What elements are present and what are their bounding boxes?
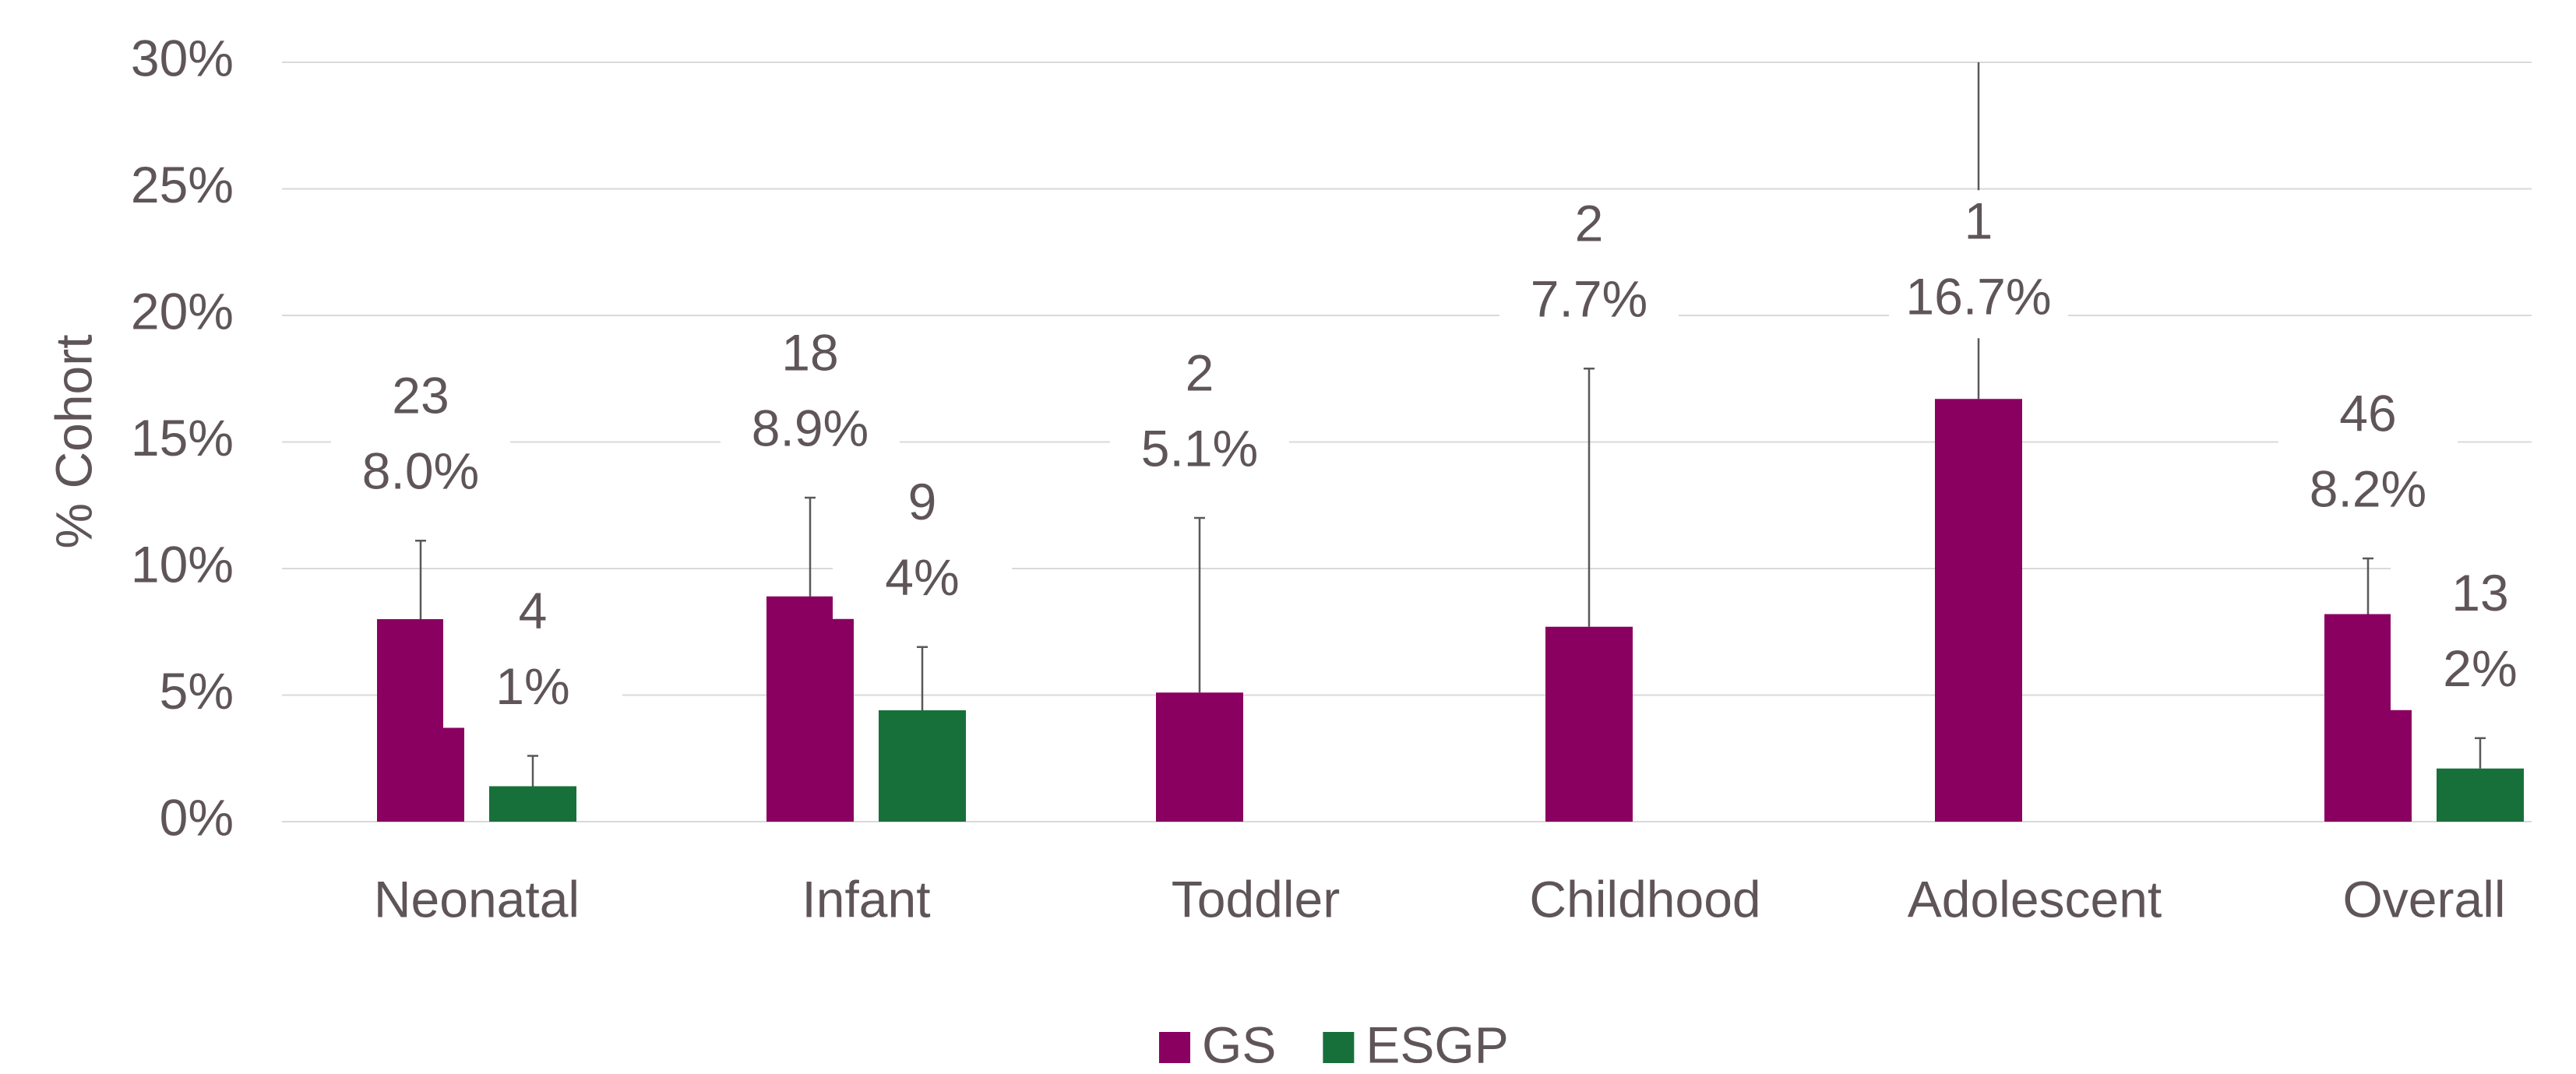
label-background <box>2278 382 2458 530</box>
x-tick-label: Childhood <box>1529 870 1760 928</box>
data-count-label: 2 <box>1575 195 1604 252</box>
data-count-label: 23 <box>392 367 449 424</box>
legend-label: ESGP <box>1366 1016 1508 1073</box>
legend-label: GS <box>1202 1016 1276 1073</box>
data-label: 2% <box>2443 639 2517 697</box>
y-tick-label: 25% <box>131 156 234 213</box>
label-background <box>833 470 1012 619</box>
y-tick-label: 5% <box>160 662 234 720</box>
y-axis-label: % Cohort <box>44 334 102 548</box>
legend-swatch <box>1159 1032 1190 1063</box>
bar <box>489 786 576 822</box>
data-label: 8.9% <box>752 399 869 456</box>
bar <box>1545 626 1633 822</box>
y-tick-label: 20% <box>131 282 234 340</box>
label-background <box>443 579 622 728</box>
bar <box>766 596 854 822</box>
plot-area <box>377 62 2524 822</box>
label-background <box>1499 192 1679 341</box>
bar <box>1935 399 2022 822</box>
bar <box>879 710 966 822</box>
legend-swatch <box>1323 1032 1355 1063</box>
data-label: 5.1% <box>1141 419 1258 477</box>
bar <box>1156 692 1243 822</box>
y-tick-label: 10% <box>131 535 234 593</box>
data-label: 8.2% <box>2310 460 2426 517</box>
data-count-label: 13 <box>2451 564 2508 622</box>
x-tick-label: Toddler <box>1172 870 1340 928</box>
data-label: 8.0% <box>362 442 479 500</box>
bar <box>2437 768 2524 822</box>
y-tick-label: 0% <box>160 788 234 846</box>
data-count-label: 9 <box>908 473 937 530</box>
y-tick-label: 30% <box>131 29 234 86</box>
data-label: 1% <box>495 657 569 715</box>
label-background <box>1889 190 2068 339</box>
x-tick-label: Infant <box>802 870 930 928</box>
label-background <box>331 364 510 513</box>
label-background <box>721 322 900 470</box>
data-count-label: 4 <box>519 582 548 639</box>
x-tick-label: Overall <box>2342 870 2505 928</box>
data-label: 7.7% <box>1531 270 1647 328</box>
data-labels: 23 8.0% 4 1% 18 8.9% 9 4% 2 5.1% 2 7.7% 1 16.7% 46 8.2%… <box>331 190 2570 728</box>
data-count-label: 2 <box>1186 343 1214 401</box>
y-tick-label: 15% <box>131 409 234 467</box>
label-background <box>1110 342 1289 490</box>
data-label: 16.7% <box>1905 268 2051 326</box>
data-count-label: 1 <box>1965 192 1993 250</box>
data-label: 4% <box>885 548 959 606</box>
x-tick-label: Adolescent <box>1908 870 2162 928</box>
data-count-label: 46 <box>2339 384 2396 442</box>
data-count-label: 18 <box>781 323 838 381</box>
label-background <box>2391 562 2570 710</box>
x-tick-label: Neonatal <box>374 870 580 928</box>
